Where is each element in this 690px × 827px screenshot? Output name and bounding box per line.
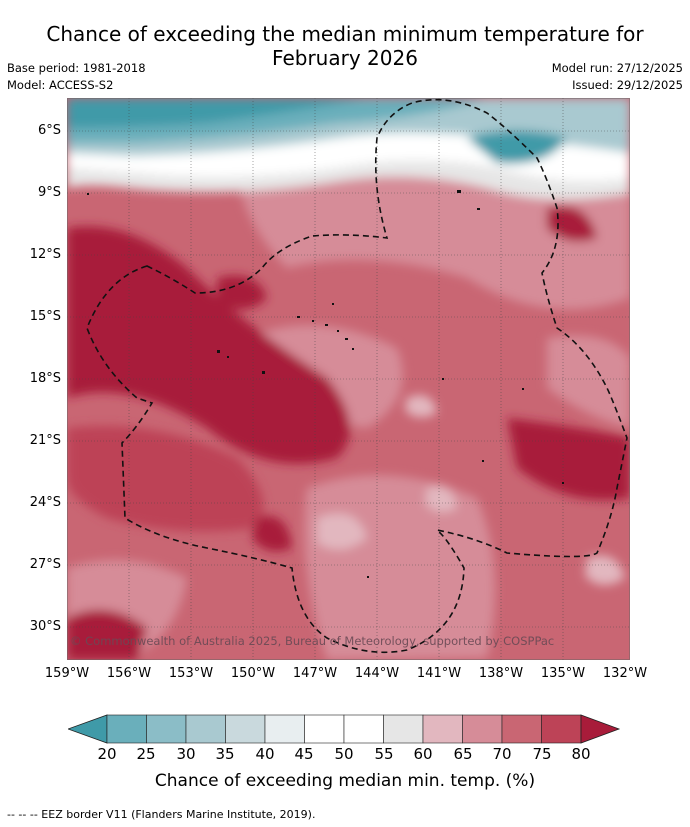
meta-right: Model run: 27/12/2025 Issued: 29/12/2025 <box>552 60 683 94</box>
colorbar-extend-low <box>68 714 108 744</box>
lat-label: 18°S <box>29 371 61 386</box>
colorbar-extend-high <box>580 714 621 744</box>
colorbar-segment <box>541 714 582 744</box>
base-period: Base period: 1981-2018 <box>7 61 146 75</box>
colorbar-segments <box>68 714 621 744</box>
colorbar-segment <box>264 714 305 744</box>
lat-label: 9°S <box>37 185 61 200</box>
colorbar-segment <box>146 714 187 744</box>
eez-borders <box>86 98 628 654</box>
colorbar-tick: 75 <box>532 745 552 763</box>
title-line-2: February 2026 <box>272 46 418 70</box>
lon-label: 141°W <box>416 666 462 681</box>
lon-label: 159°W <box>44 666 90 681</box>
colorbar <box>68 714 621 744</box>
colorbar-tick: 65 <box>453 745 473 763</box>
lat-label: 24°S <box>29 495 61 510</box>
model-name: Model: ACCESS-S2 <box>7 78 114 92</box>
copyright-notice: © Commonwealth of Australia 2025, Bureau… <box>70 634 555 648</box>
lat-label: 30°S <box>29 619 61 634</box>
map-title: Chance of exceeding the median minimum t… <box>0 22 690 70</box>
lon-label: 153°W <box>168 666 214 681</box>
lon-label: 156°W <box>106 666 152 681</box>
colorbar-tick: 55 <box>374 745 394 763</box>
probability-field <box>67 98 630 660</box>
lon-label: 150°W <box>230 666 276 681</box>
colorbar-tick: 25 <box>136 745 156 763</box>
lat-label: 15°S <box>29 309 61 324</box>
graticule <box>67 98 630 660</box>
lon-label: 132°W <box>602 666 648 681</box>
title-line-1: Chance of exceeding the median minimum t… <box>46 22 644 46</box>
lon-label: 144°W <box>354 666 400 681</box>
lon-label: 147°W <box>292 666 338 681</box>
forecast-map[interactable] <box>67 98 630 660</box>
colorbar-segment <box>383 714 424 744</box>
meta-left: Base period: 1981-2018 Model: ACCESS-S2 <box>7 60 146 94</box>
colorbar-segment <box>185 714 226 744</box>
lat-label: 6°S <box>37 123 61 138</box>
colorbar-tick: 20 <box>97 745 117 763</box>
colorbar-tick: 45 <box>294 745 314 763</box>
colorbar-tick: 60 <box>413 745 433 763</box>
colorbar-segment <box>501 714 542 744</box>
lon-label: 135°W <box>540 666 586 681</box>
eez-legend: -- -- -- EEZ border V11 (Flanders Marine… <box>7 808 316 821</box>
colorbar-segment <box>462 714 503 744</box>
colorbar-label: Chance of exceeding median min. temp. (%… <box>154 771 536 791</box>
islands <box>87 190 564 578</box>
colorbar-segment <box>106 714 147 744</box>
colorbar-tick: 30 <box>176 745 196 763</box>
colorbar-tick: 80 <box>571 745 591 763</box>
lat-label: 21°S <box>29 433 61 448</box>
colorbar-segment <box>304 714 345 744</box>
model-run: Model run: 27/12/2025 <box>551 61 683 75</box>
colorbar-segment <box>225 714 266 744</box>
colorbar-segment <box>422 714 463 744</box>
colorbar-tick: 70 <box>492 745 512 763</box>
lat-label: 27°S <box>29 557 61 572</box>
colorbar-tick: 50 <box>334 745 354 763</box>
colorbar-tick: 35 <box>215 745 235 763</box>
lon-label: 138°W <box>478 666 524 681</box>
colorbar-segment <box>343 714 384 744</box>
colorbar-tick: 40 <box>255 745 275 763</box>
issued-date: Issued: 29/12/2025 <box>572 78 683 92</box>
lat-label: 12°S <box>29 247 61 262</box>
